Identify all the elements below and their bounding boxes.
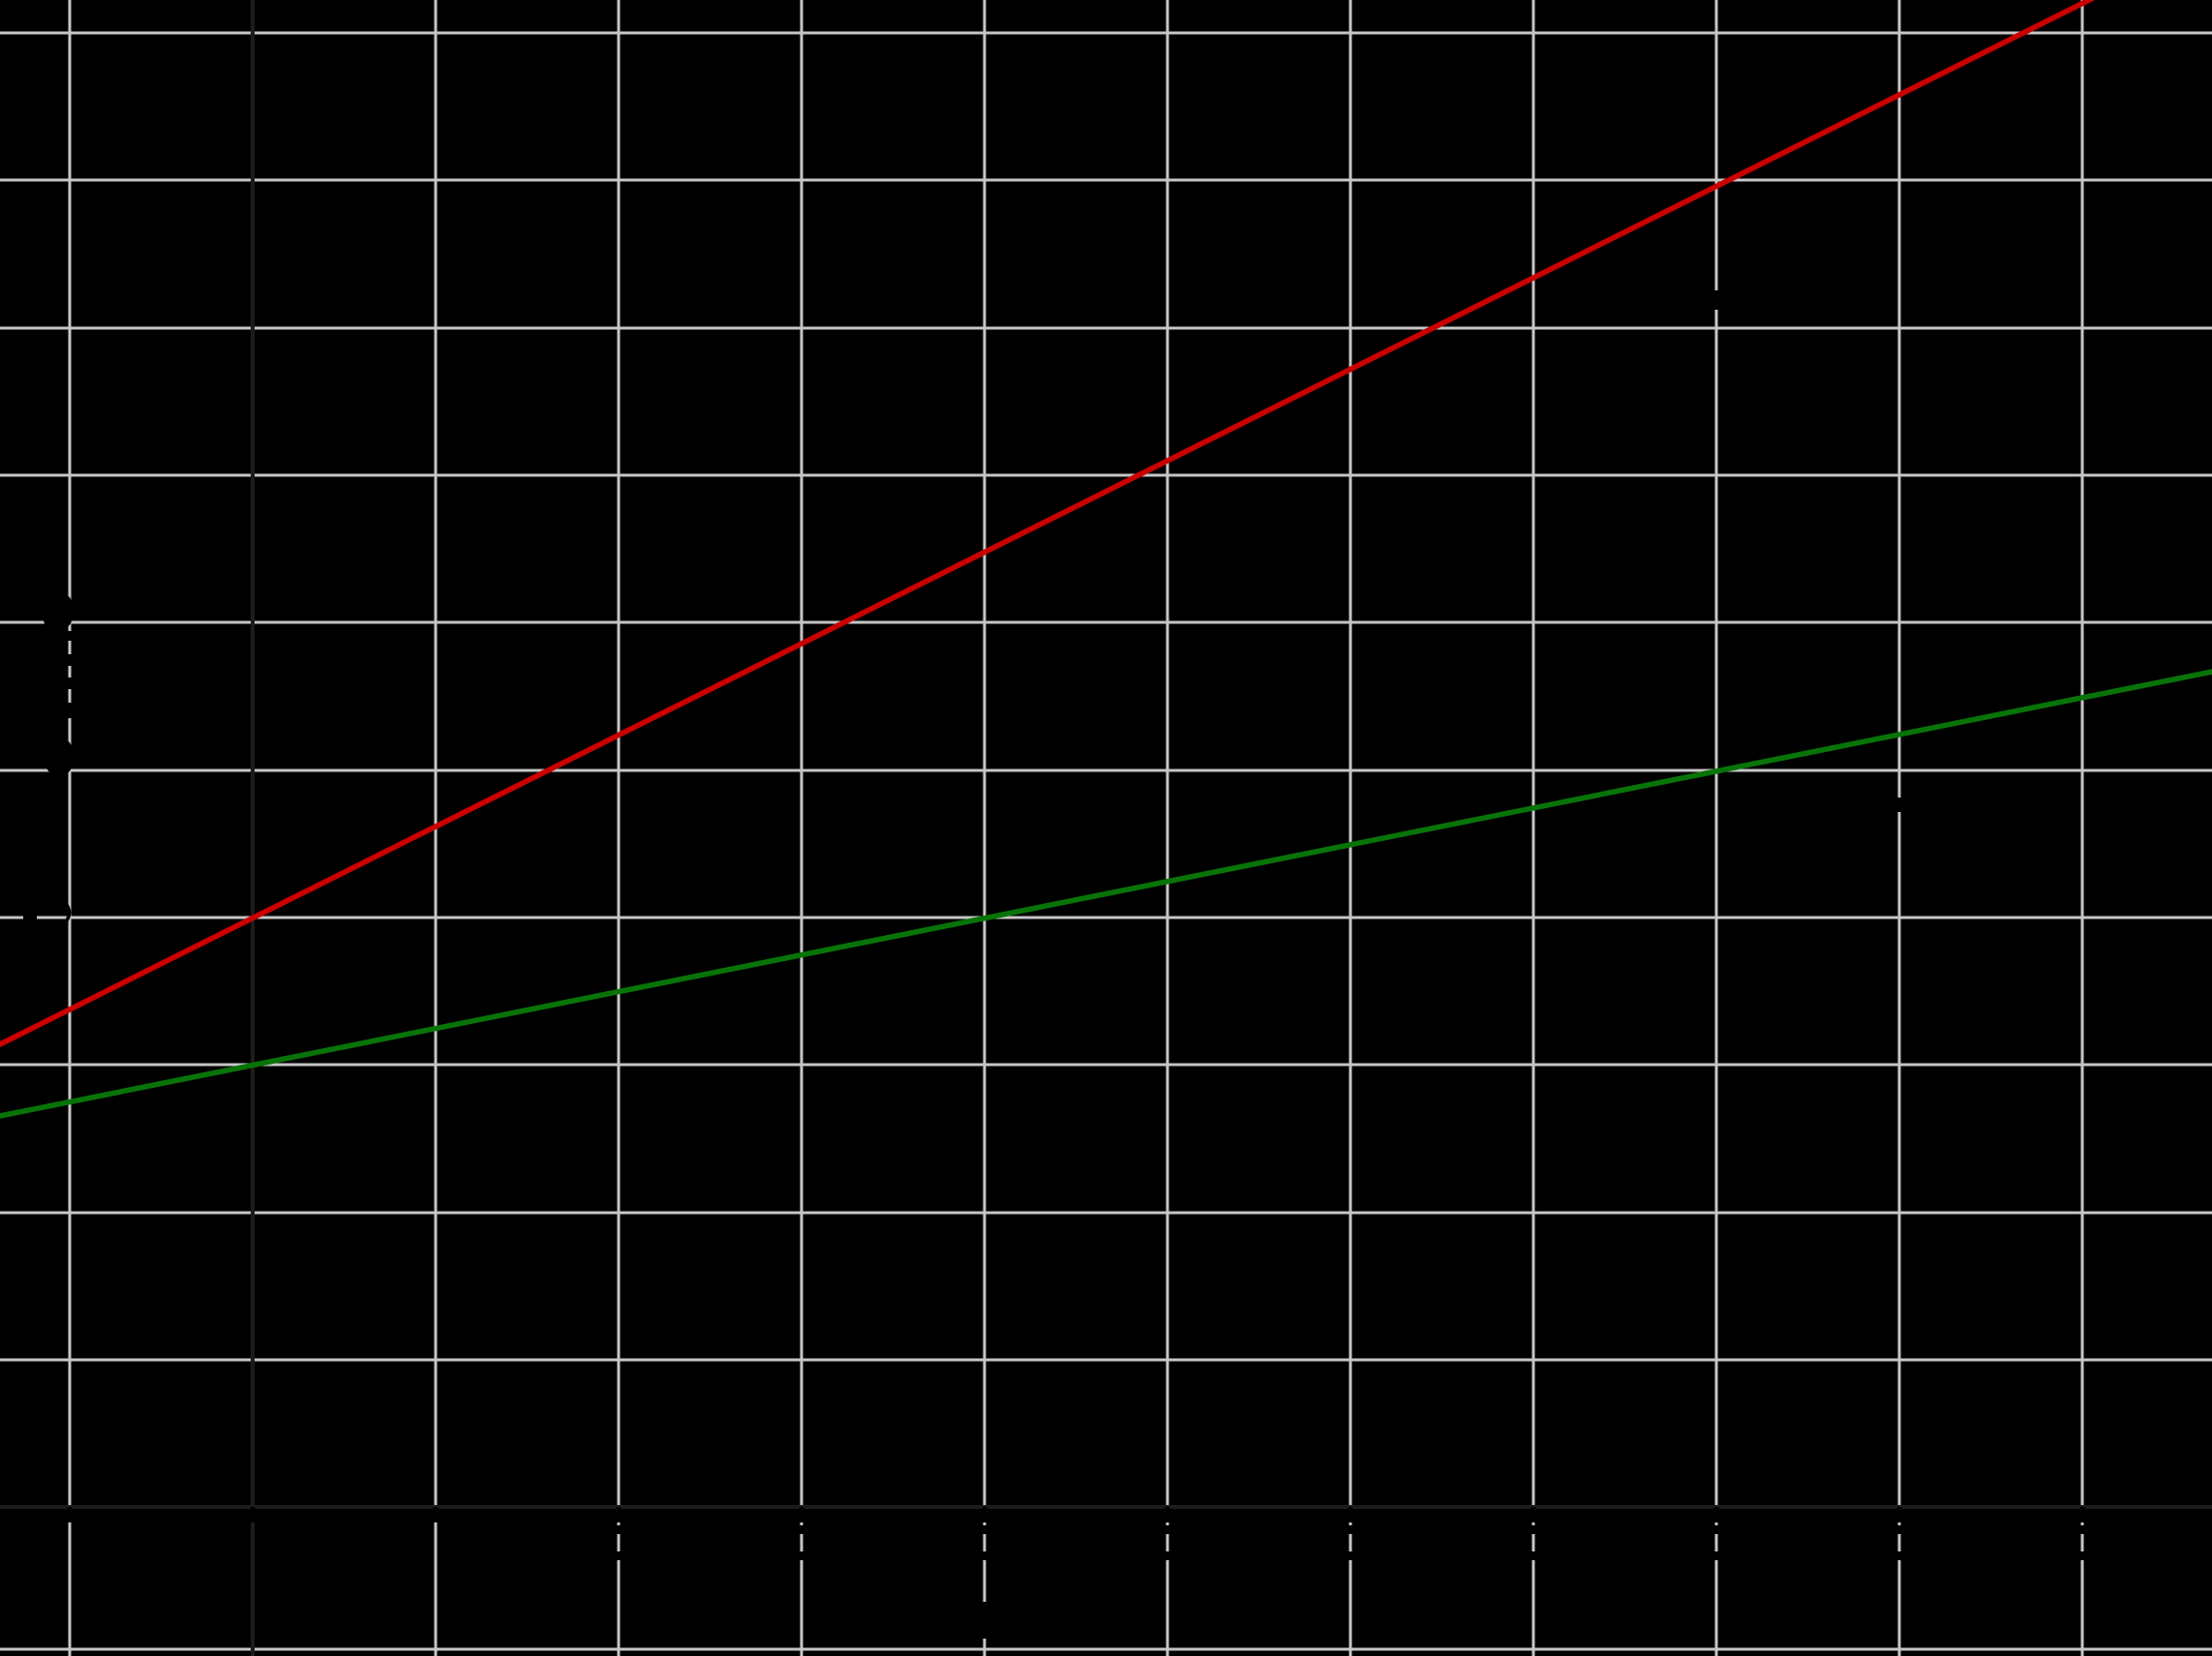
hidden-tick-label-mark: [981, 1525, 988, 1534]
hidden-label-mark: [1713, 290, 1720, 310]
hidden-label-mark: [1896, 798, 1903, 812]
x-axis-tick: [1713, 1507, 1719, 1522]
hidden-label-mark: [67, 703, 74, 718]
hidden-tick-label-mark: [615, 1551, 622, 1560]
hidden-label-mark: [23, 914, 37, 920]
hidden-label-mark: [44, 594, 72, 628]
x-axis-tick: [433, 1507, 439, 1522]
hidden-tick-label-mark: [1530, 1525, 1537, 1534]
x-axis-tick: [1896, 1507, 1902, 1522]
x-axis-tick: [1530, 1507, 1536, 1522]
red-line: [0, 0, 2096, 1048]
green-line: [0, 669, 2212, 1119]
hidden-tick-label-mark: [1164, 1525, 1171, 1534]
x-axis-tick: [616, 1507, 621, 1522]
hidden-tick-label-mark: [2078, 1525, 2086, 1534]
hidden-tick-label-mark: [798, 1525, 805, 1534]
hidden-tick-label-mark: [1895, 1525, 1903, 1534]
hidden-tick-label-mark: [2078, 1551, 2086, 1560]
hidden-tick-label-mark: [981, 1551, 988, 1560]
hidden-label-mark: [981, 1602, 988, 1639]
hidden-tick-label-mark: [1712, 1525, 1720, 1534]
hidden-tick-label-mark: [1347, 1525, 1354, 1534]
x-axis-tick: [67, 1507, 73, 1522]
x-axis-tick: [250, 1507, 256, 1522]
x-axis-tick: [1165, 1507, 1170, 1522]
hidden-paren-mark: [62, 899, 72, 926]
hidden-label-mark: [46, 739, 72, 774]
hidden-label-mark: [67, 631, 74, 641]
hidden-tick-label-mark: [1712, 1551, 1720, 1560]
hidden-tick-label-mark: [1895, 1551, 1903, 1560]
hidden-tick-label-mark: [1530, 1551, 1537, 1560]
hidden-tick-label-mark: [798, 1551, 805, 1560]
hidden-tick-label-mark: [1164, 1551, 1171, 1560]
hidden-label-mark: [67, 677, 74, 689]
x-axis-tick: [1348, 1507, 1353, 1522]
x-axis-tick: [799, 1507, 804, 1522]
hidden-tick-label-mark: [1347, 1551, 1354, 1560]
hidden-tick-label-mark: [615, 1525, 622, 1534]
x-axis-tick: [2079, 1507, 2085, 1522]
x-axis-tick: [982, 1507, 987, 1522]
hidden-label-mark: [67, 654, 74, 666]
